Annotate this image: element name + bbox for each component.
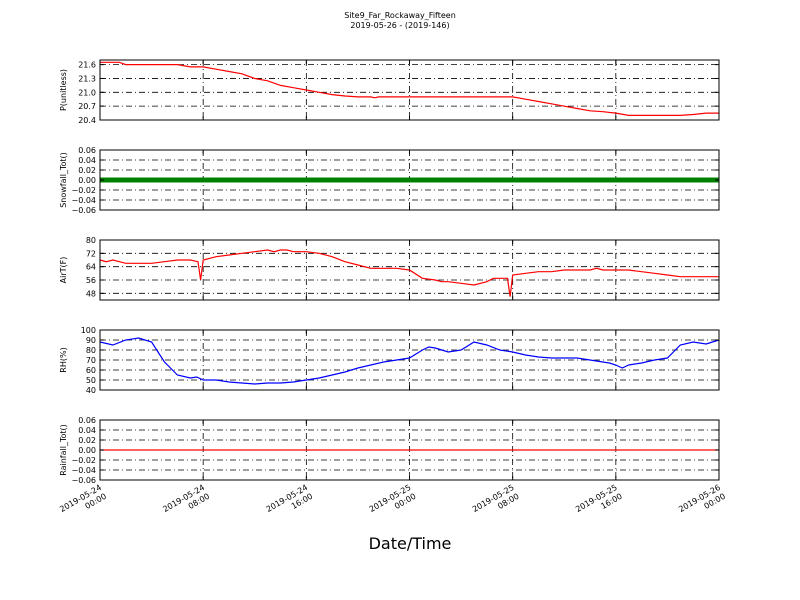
- y-tick-label: 64: [86, 263, 96, 272]
- y-tick-label: 70: [86, 356, 96, 365]
- y-tick-label: 72: [86, 249, 96, 258]
- y-tick-label: 56: [86, 276, 96, 285]
- y-tick-label: 60: [86, 366, 96, 375]
- x-tick-label: 2019-05-2508:00: [471, 483, 521, 523]
- chart-title: Site9_Far_Rockaway_Fifteen: [344, 11, 456, 20]
- chart-subtitle: 2019-05-26 - (2019-146): [350, 21, 450, 30]
- x-axis-label: Date/Time: [368, 534, 452, 553]
- y-tick-label: 50: [86, 376, 96, 385]
- y-tick-label: 40: [86, 386, 96, 395]
- y-tick-label: 0.04: [78, 156, 96, 165]
- y-tick-label: 0.02: [78, 166, 96, 175]
- y-axis-label: Snowfall_Tot(): [59, 152, 68, 208]
- y-tick-label: 80: [86, 346, 96, 355]
- y-tick-label: 80: [86, 236, 96, 245]
- y-tick-label: 21.3: [78, 74, 96, 83]
- y-tick-label: 21.6: [78, 61, 96, 70]
- y-tick-label: 0.04: [78, 426, 96, 435]
- y-tick-label: 0.02: [78, 436, 96, 445]
- y-axis-label: RH(%): [59, 347, 68, 372]
- y-tick-label: 20.7: [78, 102, 96, 111]
- x-tick-label: 2019-05-2516:00: [574, 483, 624, 523]
- y-tick-label: 20.4: [78, 116, 96, 125]
- y-axis-label: AirT(F): [59, 257, 68, 284]
- series-line: [100, 61, 719, 117]
- y-tick-label: 90: [86, 336, 96, 345]
- series-line: [99, 337, 720, 385]
- y-tick-label: −0.02: [71, 456, 96, 465]
- x-tick-label: 2019-05-2416:00: [265, 483, 315, 523]
- x-tick-label: 2019-05-2408:00: [161, 483, 211, 523]
- y-tick-label: 100: [81, 326, 96, 335]
- x-tick-label: 2019-05-2500:00: [368, 483, 418, 523]
- y-tick-label: 48: [86, 289, 96, 298]
- y-tick-label: 0.06: [78, 146, 96, 155]
- series-line: [99, 249, 719, 297]
- x-tick-label: 2019-05-2600:00: [677, 483, 727, 523]
- y-tick-label: 0.00: [78, 446, 96, 455]
- y-tick-label: 21.0: [78, 88, 96, 97]
- y-tick-label: 0.00: [78, 176, 96, 185]
- y-axis-label: Rainfall_Tot(): [59, 424, 68, 476]
- y-tick-label: −0.04: [71, 196, 96, 205]
- y-tick-label: −0.06: [71, 206, 96, 215]
- y-axis-label: P(unitless): [59, 69, 68, 111]
- y-tick-label: 0.06: [78, 416, 96, 425]
- y-tick-label: −0.04: [71, 466, 96, 475]
- y-tick-label: −0.02: [71, 186, 96, 195]
- x-tick-label: 2019-05-2400:00: [58, 483, 108, 523]
- y-tick-label: −0.06: [71, 476, 96, 485]
